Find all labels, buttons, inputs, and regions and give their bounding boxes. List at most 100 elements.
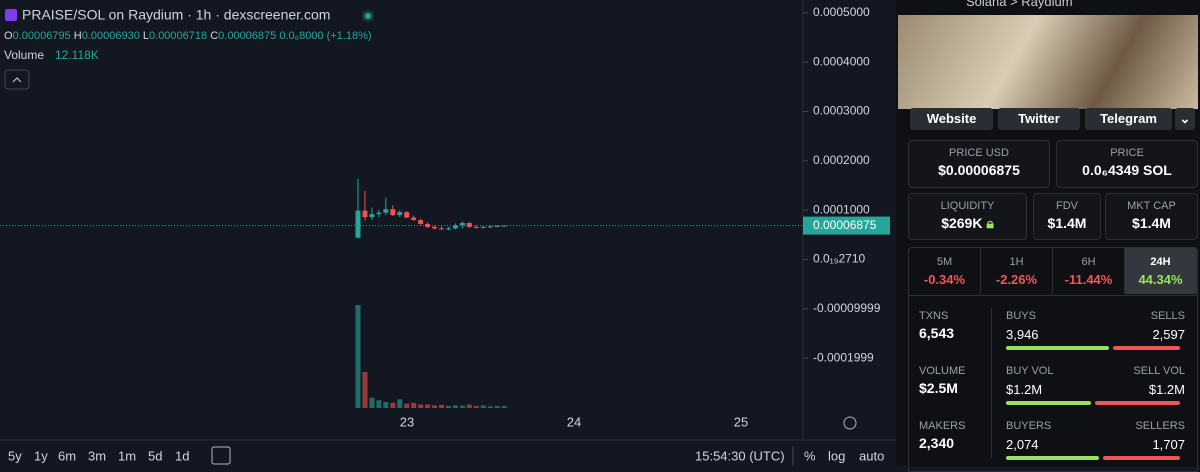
candle-body xyxy=(418,220,424,224)
label: PRICE USD xyxy=(949,147,1009,159)
volume-bar xyxy=(494,405,500,408)
tab-value: 44.34% xyxy=(1138,272,1183,287)
stat-value: 6,543 xyxy=(919,325,955,341)
volume-bar xyxy=(418,404,424,408)
sell-bar xyxy=(1103,456,1180,460)
y-tick-label: 0.0004000 xyxy=(813,54,870,68)
ohlc: O0.00006795 H0.00006930 L0.00006718 C0.0… xyxy=(4,30,372,42)
breadcrumb[interactable]: Solana > Raydium xyxy=(966,0,1073,9)
tab-value: -2.26% xyxy=(995,272,1038,287)
timeframe[interactable]: 6m xyxy=(58,448,76,463)
stats: TXNS 6,543 BUYS 3,946 SELLS 2,597 VOLUME $2.5M B… xyxy=(908,295,1198,472)
ohlc-value: 0.00006930 xyxy=(82,30,140,42)
price-card: PRICE 0.0₆4349 SOL xyxy=(1056,140,1198,188)
right-label: SELLERS xyxy=(1135,420,1185,432)
tab-value: -11.44% xyxy=(1064,272,1113,287)
right-value: 1,707 xyxy=(1152,437,1185,452)
volume-bar xyxy=(425,404,431,408)
pair-title: PRAISE/SOL on Raydium · 1h · dexscreener… xyxy=(22,7,330,23)
timeframe[interactable]: 5d xyxy=(148,448,162,463)
value: $269K 🔒︎ xyxy=(909,215,1026,232)
ohlc-key: L xyxy=(143,30,149,42)
left-label: BUY VOL xyxy=(1006,365,1054,377)
candle-body xyxy=(362,210,368,218)
candle-body xyxy=(445,228,451,230)
volume-bar xyxy=(369,397,375,408)
calendar-icon[interactable] xyxy=(211,446,231,465)
right-label: SELL VOL xyxy=(1133,365,1185,377)
candle-body xyxy=(487,226,493,228)
tabs: 5M -0.34% 1H -2.26% 6H -11.44% 24H 44.34% xyxy=(908,247,1198,296)
stat-label: TXNS xyxy=(919,310,949,322)
twitter-button[interactable]: Twitter xyxy=(998,108,1080,130)
candle-body xyxy=(425,223,431,227)
value-text: $269K xyxy=(941,215,983,231)
log-toggle[interactable]: log xyxy=(828,448,845,463)
sell-bar xyxy=(1112,346,1180,350)
more-button[interactable]: ⌄ xyxy=(1175,108,1195,130)
timeframe[interactable]: 5y xyxy=(8,448,22,463)
website-button[interactable]: Website xyxy=(910,108,993,130)
fdv-card: FDV $1.4M xyxy=(1033,193,1101,240)
ohlc-value: 0.00006875 xyxy=(218,30,276,42)
candle-body xyxy=(355,210,361,238)
volume-bar xyxy=(411,402,417,408)
status-dot xyxy=(365,13,371,19)
percent-toggle[interactable]: % xyxy=(804,448,816,463)
timeframe[interactable]: 1y xyxy=(34,448,48,463)
tab[interactable]: 6H -11.44% xyxy=(1053,248,1125,294)
y-tick-label: 0.0001000 xyxy=(813,202,870,216)
ohlc-key: H xyxy=(74,30,82,42)
timeframe[interactable]: 1d xyxy=(175,448,189,463)
volume-bar xyxy=(390,402,396,408)
value: $0.00006875 xyxy=(938,162,1020,178)
liquidity-card: LIQUIDITY $269K 🔒︎ xyxy=(908,193,1027,240)
volume-bar xyxy=(445,405,451,408)
candle-body xyxy=(411,217,417,221)
volume-bar xyxy=(404,403,410,408)
volume-bar xyxy=(439,404,445,408)
left-label: BUYS xyxy=(1006,310,1036,322)
chart: PRAISE/SOL on Raydium · 1h · dexscreener… xyxy=(0,0,896,466)
timeframe[interactable]: 1m xyxy=(118,448,136,463)
price-tag xyxy=(803,216,890,235)
stat-value: 2,340 xyxy=(919,435,955,451)
settings-icon[interactable] xyxy=(843,416,857,430)
timeframe[interactable]: 3m xyxy=(88,448,106,463)
ohlc-text: O0.00006795 H0.00006930 L0.00006718 C0.0… xyxy=(4,30,372,42)
clock: 15:54:30 (UTC) xyxy=(695,448,785,463)
y-tick-label: 0.0003000 xyxy=(813,104,870,118)
tab-label: 6H xyxy=(1081,256,1096,268)
ohlc-key: C xyxy=(210,30,218,42)
left-label: BUYERS xyxy=(1006,420,1052,432)
volume-bar xyxy=(376,400,382,408)
telegram-button[interactable]: Telegram xyxy=(1085,108,1172,130)
collapse-button[interactable] xyxy=(4,69,30,90)
ohlc-value: 0.00006718 xyxy=(149,30,207,42)
candle-body xyxy=(494,225,500,227)
label: LIQUIDITY xyxy=(940,200,995,212)
right-value: 2,597 xyxy=(1152,327,1185,342)
x-tick-label: 23 xyxy=(400,414,414,429)
volume-bar xyxy=(501,405,507,408)
tab[interactable]: 1H -2.26% xyxy=(981,248,1053,294)
auto-toggle[interactable]: auto xyxy=(859,448,884,463)
sell-bar xyxy=(1095,401,1180,405)
candle-body xyxy=(452,225,458,229)
right-value: $1.2M xyxy=(1148,382,1185,397)
volume-bar xyxy=(383,401,389,408)
collapse-icon xyxy=(12,77,22,83)
volume-bar xyxy=(487,406,493,408)
x-tick-label: 24 xyxy=(567,414,581,429)
stats-divider xyxy=(991,308,992,458)
tab[interactable]: 24H 44.34% xyxy=(1125,248,1197,294)
tab[interactable]: 5M -0.34% xyxy=(909,248,981,294)
volume-bar xyxy=(397,399,403,408)
volume-value: 12.118K xyxy=(55,48,99,62)
tab-label: 24H xyxy=(1150,256,1171,268)
volume-bar xyxy=(355,305,361,408)
stat-label: VOLUME xyxy=(919,365,966,377)
mkt-cap-card: MKT CAP $1.4M xyxy=(1105,193,1198,240)
volume-bar xyxy=(480,405,486,408)
banner-image xyxy=(898,15,1198,109)
